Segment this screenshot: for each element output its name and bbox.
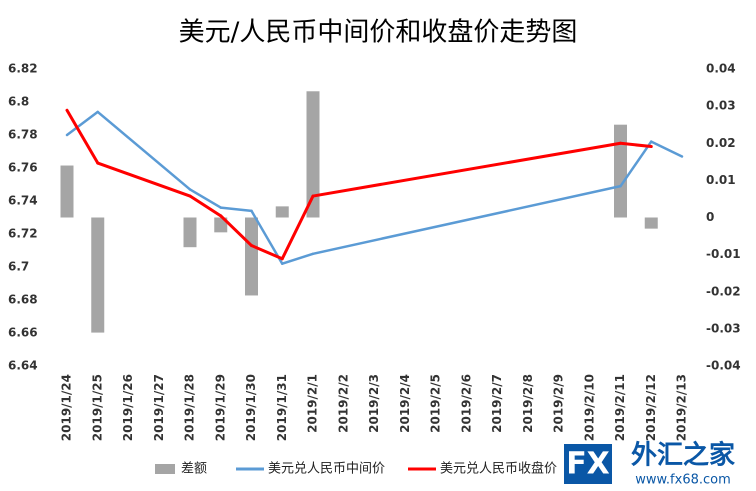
logo-box [564,444,612,484]
bar [214,217,228,233]
y-tick-label: 6.74 [8,194,38,208]
x-tick-label: 2019/1/28 [183,374,197,441]
line-segment [188,194,223,218]
y2-tick-label: -0.03 [706,321,741,335]
logo-url: www.fx68.com [635,473,731,488]
x-tick-label: 2019/2/4 [398,374,412,433]
legend-label: 差额 [181,462,207,477]
bar [644,217,658,229]
line-segment [219,214,253,248]
logo-text: FX [566,447,610,482]
line-segment [311,141,622,198]
y-tick-label: 6.66 [8,326,38,340]
line-segment [281,252,315,265]
line-segment [96,110,192,191]
x-tick-label: 2019/1/30 [244,374,258,441]
x-tick-label: 2019/1/25 [90,374,104,441]
y2-tick-label: -0.02 [706,284,741,298]
x-tick-label: 2019/2/8 [521,374,535,433]
x-tick-label: 2019/2/3 [367,374,381,433]
legend-swatch [155,464,175,474]
chart-title: 美元/人民币中间价和收盘价走势图 [179,18,578,48]
bar [275,206,289,218]
line-segment [219,206,253,213]
y-tick-label: 6.82 [8,62,38,76]
y-tick-label: 6.7 [8,260,29,274]
y-tick-label: 6.76 [8,161,38,175]
line-segment [250,209,284,265]
line-segment [188,188,222,209]
bar [60,165,74,218]
bar [183,217,197,248]
y-tick-label: 6.78 [8,128,38,142]
line-segment [96,161,192,198]
x-tick-label: 2019/2/2 [336,374,350,433]
line-segment [311,184,622,256]
x-tick-label: 2019/1/26 [121,374,135,441]
x-tick-label: 2019/2/6 [459,374,473,433]
watermark: FX 外汇之家 www.fx68.com [564,440,735,488]
x-tick-label: 2019/1/24 [60,374,74,441]
x-tick-label: 2019/1/27 [152,374,166,441]
bar [91,217,105,333]
line-segment [650,140,684,158]
x-tick-label: 2019/2/1 [306,374,320,433]
y-tick-label: 6.8 [8,95,29,109]
line-segment [250,244,284,261]
legend-label: 美元兑人民币中间价 [268,462,385,477]
bar [245,217,258,296]
x-tick-label: 2019/2/5 [429,374,443,433]
line-segment [65,108,100,165]
y-tick-label: 6.64 [8,359,38,373]
bar [306,91,320,218]
y2-tick-label: 0 [706,210,714,224]
x-tick-label: 2019/2/13 [675,374,689,441]
y2-tick-label: 0.04 [706,62,736,76]
line-segment [280,194,315,261]
x-tick-label: 2019/2/7 [490,374,504,433]
bar [614,124,627,218]
y-tick-label: 6.68 [8,293,38,307]
x-tick-label: 2019/2/10 [582,374,596,441]
y-tick-label: 6.72 [8,227,38,241]
y2-tick-label: 0.02 [706,136,736,150]
x-tick-label: 2019/2/12 [644,374,658,441]
x-tick-label: 2019/2/11 [613,374,627,441]
line-segment [65,110,99,137]
legend-label: 美元兑人民币收盘价 [440,461,557,477]
y2-tick-label: 0.03 [706,99,736,113]
x-tick-label: 2019/1/29 [213,374,227,441]
logo-brand: 外汇之家 [631,440,735,471]
x-tick-label: 2019/1/31 [275,374,289,441]
y2-tick-label: 0.01 [706,173,736,187]
x-tick-label: 2019/2/9 [552,374,566,433]
line-segment [619,140,653,188]
y2-tick-label: -0.01 [706,247,741,261]
line-segment [619,141,653,149]
y2-tick-label: -0.04 [706,359,741,373]
